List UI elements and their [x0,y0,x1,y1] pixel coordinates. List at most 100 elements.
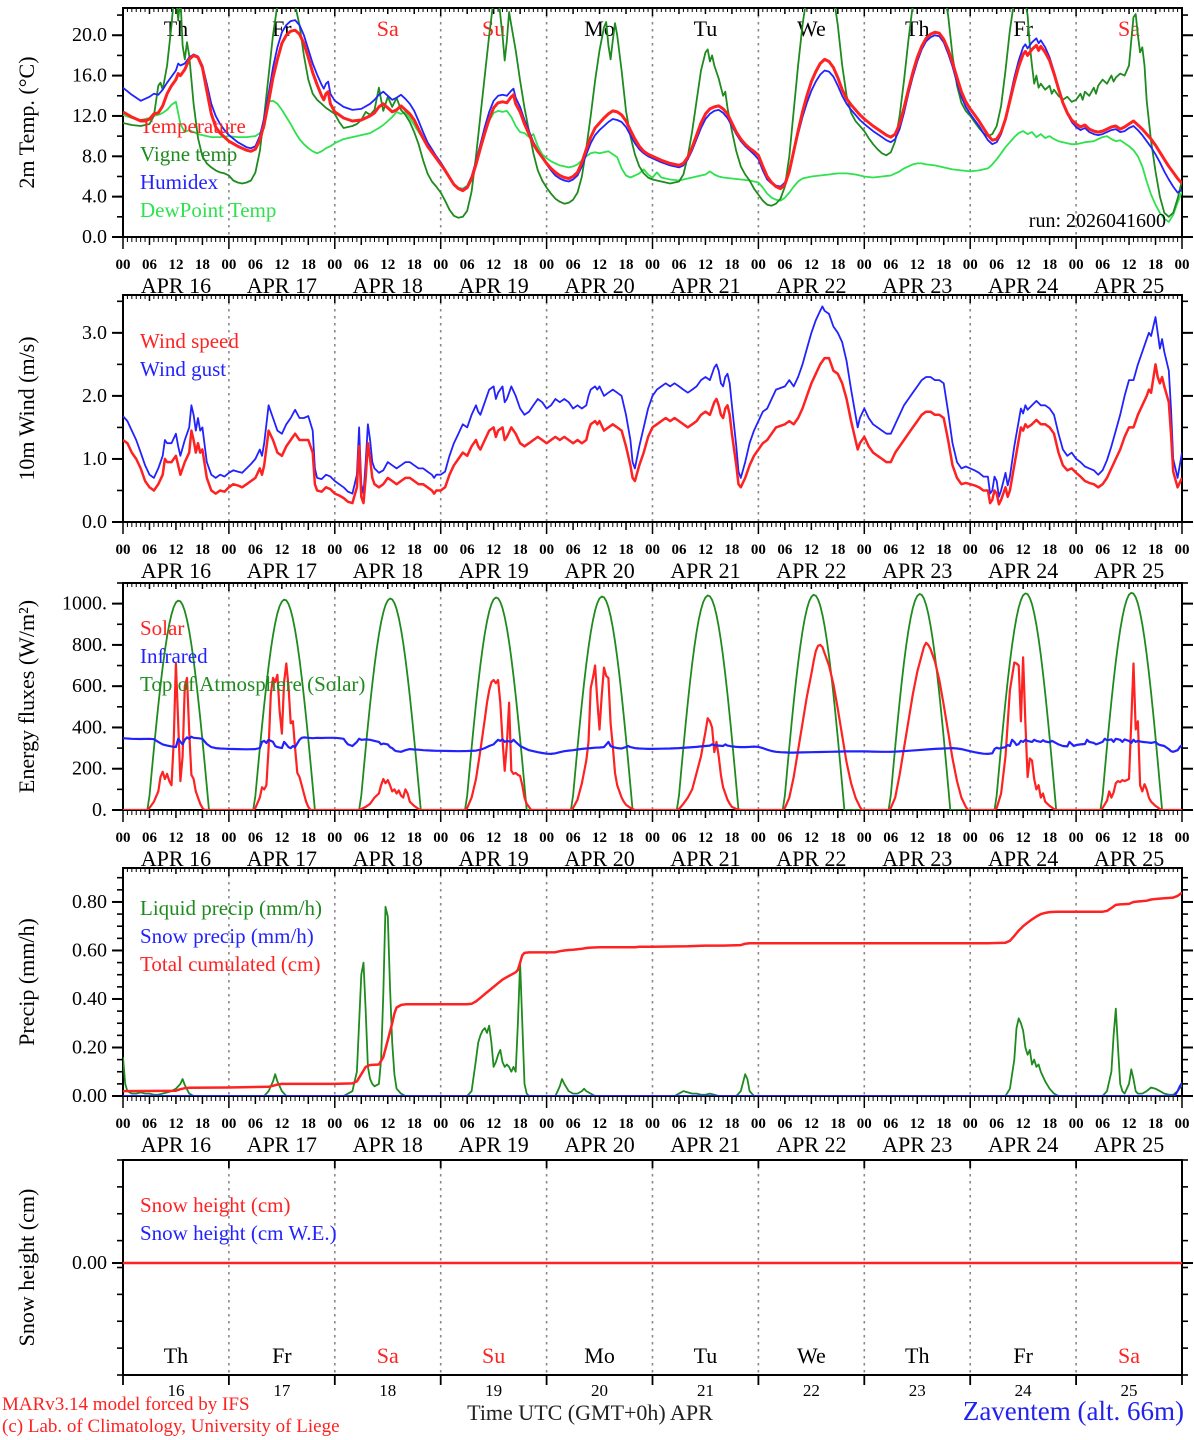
legend-entry: Temperature [140,114,246,138]
hour-tick-label: 00 [221,257,236,273]
hour-tick-label: 12 [592,830,607,846]
series-infrared [123,735,1182,756]
hour-tick-label: 12 [274,1116,289,1132]
series-group [123,8,1182,223]
hour-tick-label: 12 [804,257,819,273]
hour-tick-label: 12 [168,830,183,846]
hour-tick-label: 12 [1122,830,1137,846]
hour-tick-label: 18 [513,257,528,273]
hour-tick-label: 18 [1042,830,1057,846]
day-name-label: Th [905,1343,929,1368]
hour-tick-label: 00 [963,1116,978,1132]
series-snow-precip-mm-h- [123,1082,1182,1096]
hour-tick-label: 18 [936,1116,951,1132]
date-label: APR 21 [670,846,740,871]
day-name-label: Tu [694,1343,718,1368]
hour-tick-label: 18 [513,830,528,846]
hour-tick-label: 00 [1069,542,1084,558]
hour-tick-label: 18 [195,542,210,558]
wind-panel: 0.0 1.0 2.0 3.0 00 06 12 18 00 06 12 18 00 06 12 18 00 06… [14,294,1193,583]
hour-tick-label: 18 [1148,542,1163,558]
hour-tick-label: 12 [486,257,501,273]
hour-tick-label: 06 [777,1116,793,1132]
hour-tick-label: 06 [566,542,582,558]
hour-tick-label: 00 [857,542,872,558]
hour-tick-label: 06 [460,257,476,273]
hour-tick-label: 18 [830,1116,845,1132]
hour-tick-label: 00 [116,1116,131,1132]
day-name-label: Sa [1118,1343,1140,1368]
hour-tick-label: 06 [989,1116,1005,1132]
hour-tick-label: 12 [486,1116,501,1132]
y-tick-label: 400. [72,716,107,738]
hour-tick-label: 06 [142,257,158,273]
date-label: APR 20 [564,846,634,871]
hour-tick-label: 00 [539,542,554,558]
hour-tick-label: 00 [539,1116,554,1132]
y-axis-label: Snow height (cm) [14,1189,39,1347]
date-label: APR 20 [564,558,634,583]
day-number-label: 25 [1121,1381,1138,1400]
date-label: APR 22 [776,558,846,583]
y-tick-label: 0.80 [72,891,107,913]
day-number-label: 17 [273,1381,291,1400]
hour-tick-label: 00 [751,257,766,273]
hour-tick-label: 00 [327,257,342,273]
hour-tick-label: 00 [645,1116,660,1132]
y-tick-label: 0.60 [72,939,107,961]
hour-tick-label: 18 [724,830,739,846]
hour-tick-label: 18 [724,257,739,273]
y-axis-label: Energy fluxes (W/m²) [14,600,39,793]
hour-tick-label: 06 [989,830,1005,846]
hour-tick-label: 06 [777,542,793,558]
hour-tick-label: 18 [407,1116,422,1132]
time-axis-title: Time UTC (GMT+0h) APR [467,1400,713,1425]
legend-entry: Total cumulated (cm) [140,952,320,976]
y-tick-label: 0.40 [72,988,107,1010]
hour-tick-label: 06 [671,830,687,846]
hour-tick-label: 00 [327,830,342,846]
date-label: APR 16 [141,846,211,871]
hour-tick-label: 00 [221,1116,236,1132]
y-tick-label: 0.20 [72,1036,107,1058]
hour-tick-label: 06 [671,257,687,273]
panel-frame [122,7,1183,238]
hour-tick-label: 06 [1095,542,1111,558]
hour-tick-label: 06 [248,1116,264,1132]
hour-tick-label: 00 [1069,1116,1084,1132]
hour-tick-label: 12 [592,257,607,273]
hour-tick-label: 18 [407,542,422,558]
hour-tick-label: 00 [963,257,978,273]
hour-tick-label: 00 [857,257,872,273]
y-axis-label: 10m Wind (m/s) [14,336,39,480]
date-label: APR 19 [459,846,529,871]
day-name-label: Sa [377,16,399,41]
hour-tick-label: 12 [804,542,819,558]
hour-tick-label: 06 [142,1116,158,1132]
y-tick-label: 0.00 [72,1085,107,1107]
legend-entry: Wind speed [140,329,239,353]
y-tick-label: 4.0 [82,186,107,208]
hour-tick-label: 00 [433,542,448,558]
hour-tick-label: 18 [830,257,845,273]
y-tick-label: 1000. [62,593,107,615]
day-name-label: Mo [584,1343,615,1368]
y-tick-label: 0.00 [72,1252,107,1274]
date-label: APR 16 [141,558,211,583]
hour-tick-label: 12 [1122,1116,1137,1132]
series-group [123,891,1182,1096]
hour-tick-label: 18 [407,830,422,846]
hour-tick-label: 06 [883,257,899,273]
temperature-panel: 0.0 4.0 8.0 12.0 16.0 20.0 00 06 12 18 00 06 12 18 00 0… [14,7,1193,298]
hour-tick-label: 00 [116,257,131,273]
y-tick-label: 0.0 [82,511,107,533]
panel-frame [122,294,1183,523]
hour-tick-label: 18 [619,542,634,558]
hour-tick-label: 12 [910,830,925,846]
date-label: APR 23 [882,846,952,871]
series-group [123,305,1182,506]
day-number-label: 24 [1015,1381,1033,1400]
hour-tick-label: 06 [1095,830,1111,846]
day-number-label: 21 [697,1381,714,1400]
